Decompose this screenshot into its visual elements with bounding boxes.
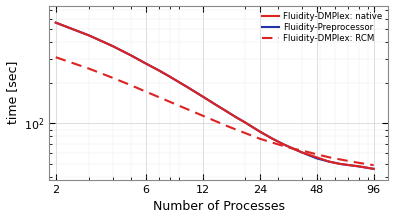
Fluidity-DMPlex: native: (2, 560): native: (2, 560) bbox=[54, 21, 58, 24]
Fluidity-DMPlex: native: (12, 158): native: (12, 158) bbox=[201, 95, 205, 98]
Fluidity-DMPlex: RCM: (36, 65): RCM: (36, 65) bbox=[291, 147, 296, 150]
Fluidity-Preprocessor bbox=[129, 54, 134, 57]
Fluidity-DMPlex: RCM: (40, 63): RCM: (40, 63) bbox=[299, 149, 304, 152]
Fluidity-Preprocessor bbox=[270, 137, 275, 140]
Fluidity-DMPlex: RCM: (80, 51): RCM: (80, 51) bbox=[356, 161, 361, 164]
Fluidity-DMPlex: native: (32, 70): native: (32, 70) bbox=[281, 143, 286, 146]
Fluidity-DMPlex: native: (7, 248): native: (7, 248) bbox=[156, 69, 161, 72]
Fluidity-Preprocessor bbox=[110, 45, 115, 48]
Fluidity-DMPlex: RCM: (6, 172): RCM: (6, 172) bbox=[143, 90, 148, 93]
Fluidity-Preprocessor bbox=[281, 143, 286, 146]
Fluidity-DMPlex: native: (8, 223): native: (8, 223) bbox=[167, 75, 172, 78]
Fluidity-DMPlex: native: (36, 65): native: (36, 65) bbox=[291, 147, 296, 150]
Fluidity-DMPlex: RCM: (16, 96): RCM: (16, 96) bbox=[224, 124, 229, 127]
Fluidity-DMPlex: RCM: (12, 114): RCM: (12, 114) bbox=[201, 115, 205, 117]
Fluidity-DMPlex: native: (5, 320): native: (5, 320) bbox=[129, 54, 134, 57]
Fluidity-DMPlex: RCM: (4, 218): RCM: (4, 218) bbox=[110, 76, 115, 79]
Fluidity-Preprocessor bbox=[338, 163, 343, 165]
Line: Fluidity-DMPlex: RCM: Fluidity-DMPlex: RCM bbox=[56, 57, 374, 165]
Fluidity-DMPlex: RCM: (56, 56): RCM: (56, 56) bbox=[327, 156, 332, 159]
Y-axis label: time [sec]: time [sec] bbox=[6, 61, 19, 124]
Fluidity-DMPlex: RCM: (14, 104): RCM: (14, 104) bbox=[213, 120, 218, 122]
Fluidity-Preprocessor bbox=[156, 69, 161, 72]
Fluidity-DMPlex: native: (14, 138): native: (14, 138) bbox=[213, 103, 218, 106]
Fluidity-DMPlex: native: (96, 46): native: (96, 46) bbox=[371, 168, 376, 170]
Fluidity-DMPlex: native: (40, 61): native: (40, 61) bbox=[299, 151, 304, 154]
Fluidity-Preprocessor bbox=[54, 21, 58, 24]
Fluidity-DMPlex: RCM: (48, 59): RCM: (48, 59) bbox=[314, 153, 319, 156]
Fluidity-Preprocessor bbox=[291, 147, 296, 150]
Fluidity-DMPlex: RCM: (20, 85): RCM: (20, 85) bbox=[242, 132, 247, 134]
Fluidity-DMPlex: native: (3, 450): native: (3, 450) bbox=[87, 34, 91, 37]
Fluidity-Preprocessor bbox=[242, 121, 247, 124]
Fluidity-DMPlex: RCM: (5, 192): RCM: (5, 192) bbox=[129, 84, 134, 87]
Fluidity-DMPlex: RCM: (96, 49): RCM: (96, 49) bbox=[371, 164, 376, 166]
Fluidity-DMPlex: native: (4, 375): native: (4, 375) bbox=[110, 45, 115, 48]
Fluidity-DMPlex: native: (16, 123): native: (16, 123) bbox=[224, 110, 229, 113]
Legend: Fluidity-DMPlex: native, Fluidity-Preprocessor, Fluidity-DMPlex: RCM: Fluidity-DMPlex: native, Fluidity-Prepro… bbox=[260, 10, 384, 45]
Fluidity-Preprocessor bbox=[314, 157, 319, 160]
Fluidity-Preprocessor bbox=[371, 168, 376, 170]
Fluidity-Preprocessor bbox=[186, 86, 190, 89]
Fluidity-DMPlex: RCM: (8, 145): RCM: (8, 145) bbox=[167, 100, 172, 103]
Fluidity-Preprocessor bbox=[299, 151, 304, 154]
Fluidity-Preprocessor bbox=[234, 116, 238, 119]
Fluidity-Preprocessor bbox=[356, 165, 361, 168]
Fluidity-DMPlex: RCM: (2, 310): RCM: (2, 310) bbox=[54, 56, 58, 58]
Line: Fluidity-Preprocessor: Fluidity-Preprocessor bbox=[56, 23, 374, 169]
Fluidity-Preprocessor bbox=[327, 160, 332, 163]
Fluidity-DMPlex: RCM: (18, 90): RCM: (18, 90) bbox=[234, 128, 238, 131]
Fluidity-DMPlex: RCM: (32, 68): RCM: (32, 68) bbox=[281, 145, 286, 147]
Fluidity-Preprocessor bbox=[213, 103, 218, 106]
Fluidity-Preprocessor bbox=[87, 34, 91, 37]
Fluidity-DMPlex: native: (24, 87): native: (24, 87) bbox=[257, 130, 262, 133]
Fluidity-Preprocessor bbox=[143, 62, 148, 65]
Fluidity-DMPlex: native: (56, 52): native: (56, 52) bbox=[327, 160, 332, 163]
Fluidity-DMPlex: native: (6, 278): native: (6, 278) bbox=[143, 62, 148, 65]
X-axis label: Number of Processes: Number of Processes bbox=[153, 200, 285, 214]
Fluidity-DMPlex: native: (10, 185): native: (10, 185) bbox=[186, 86, 190, 89]
Fluidity-DMPlex: RCM: (9, 135): RCM: (9, 135) bbox=[177, 104, 182, 107]
Fluidity-Preprocessor bbox=[167, 75, 172, 78]
Fluidity-DMPlex: RCM: (24, 77): RCM: (24, 77) bbox=[257, 137, 262, 140]
Fluidity-DMPlex: native: (48, 56): native: (48, 56) bbox=[314, 156, 319, 159]
Fluidity-DMPlex: RCM: (64, 54): RCM: (64, 54) bbox=[338, 158, 343, 161]
Fluidity-DMPlex: native: (9, 202): native: (9, 202) bbox=[177, 81, 182, 84]
Fluidity-DMPlex: native: (80, 48): native: (80, 48) bbox=[356, 165, 361, 168]
Fluidity-DMPlex: RCM: (7, 157): RCM: (7, 157) bbox=[156, 96, 161, 98]
Fluidity-DMPlex: RCM: (3, 255): RCM: (3, 255) bbox=[87, 67, 91, 70]
Fluidity-Preprocessor bbox=[177, 81, 182, 84]
Fluidity-DMPlex: native: (64, 50): native: (64, 50) bbox=[338, 163, 343, 165]
Fluidity-DMPlex: native: (18, 111): native: (18, 111) bbox=[234, 116, 238, 119]
Fluidity-Preprocessor bbox=[201, 95, 205, 98]
Fluidity-DMPlex: native: (28, 77): native: (28, 77) bbox=[270, 137, 275, 140]
Fluidity-DMPlex: RCM: (10, 127): RCM: (10, 127) bbox=[186, 108, 190, 111]
Line: Fluidity-DMPlex: native: Fluidity-DMPlex: native bbox=[56, 23, 374, 169]
Fluidity-Preprocessor bbox=[224, 110, 229, 113]
Fluidity-DMPlex: RCM: (28, 72): RCM: (28, 72) bbox=[270, 141, 275, 144]
Fluidity-Preprocessor bbox=[257, 130, 262, 133]
Fluidity-DMPlex: native: (20, 102): native: (20, 102) bbox=[242, 121, 247, 124]
